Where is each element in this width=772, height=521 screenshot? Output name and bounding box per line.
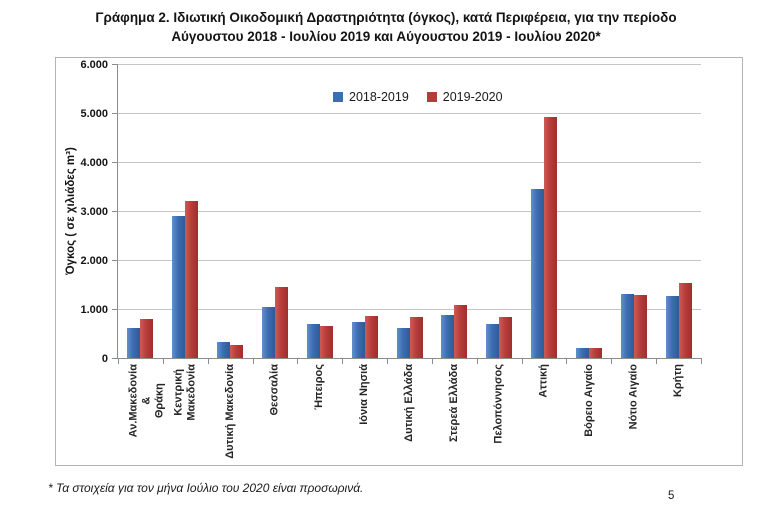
legend: 2018-2019 2019-2020 <box>333 90 503 104</box>
y-tick-label: 2.000 <box>80 255 108 267</box>
bar-2018-2019-Θεσσαλία <box>261 307 275 358</box>
bar-2019-2020-Πελοπόννησος <box>499 317 513 358</box>
category-tick <box>118 359 119 364</box>
chart-title: Γράφημα 2. Ιδιωτική Οικοδομική Δραστηριό… <box>0 8 772 46</box>
bar-2018-2019-Δυτική Ελλάδα <box>396 328 410 358</box>
x-category-label: Δυτική Ελλάδα <box>403 364 415 442</box>
x-category-label: Δυτική Μακεδονία <box>223 364 236 459</box>
chart-title-line1: Γράφημα 2. Ιδιωτική Οικοδομική Δραστηριό… <box>95 10 677 25</box>
bar-2019-2020-Κρήτη <box>678 283 692 358</box>
category-tick <box>521 359 523 364</box>
y-axis-tick <box>112 162 117 163</box>
y-tick-label: 6.000 <box>80 59 108 71</box>
x-category-label: Κεντρική Μακεδονία <box>172 364 198 421</box>
gridline <box>118 162 701 163</box>
x-category-label: Βόρειο Αιγαίο <box>582 364 595 437</box>
y-axis-line <box>117 64 118 359</box>
plot-area: 0 1.000 2.000 3.000 4.000 5.000 6.000 Αν.Μακεδο… <box>80 59 702 459</box>
bar-2018-2019-Πελοπόννησος <box>486 323 500 358</box>
page-number: 5 <box>668 490 675 502</box>
bar-2019-2020-Δυτική Μακεδονία <box>230 345 244 358</box>
bar-2018-2019-Βόρειο Αιγαίο <box>575 348 589 358</box>
x-category-label: Αττική <box>537 364 550 398</box>
category-tick <box>162 359 164 364</box>
y-tick-label: 5.000 <box>80 108 108 120</box>
legend-label-2018-2019: 2018-2019 <box>349 90 409 104</box>
bar-2019-2020-Αν.Μακεδονία & Θράκη <box>140 318 154 358</box>
bar-2019-2020-Ιόνια Νησιά <box>364 315 378 358</box>
legend-swatch-red <box>426 92 437 102</box>
category-tick <box>566 359 568 364</box>
x-category-label: Αν.Μακεδονία & Θράκη <box>127 364 166 438</box>
bar-2018-2019-Αν.Μακεδονία & Θράκη <box>127 327 141 358</box>
y-tick-label: 0 <box>101 353 108 365</box>
bar-2018-2019-Κεντρική Μακεδονία <box>172 215 186 358</box>
y-tick-label: 3.000 <box>80 206 108 218</box>
x-category-label: Κρήτη <box>672 364 685 398</box>
category-tick <box>611 359 613 364</box>
bar-2019-2020-Αττική <box>544 116 558 358</box>
bar-2019-2020-Βόρειο Αιγαίο <box>588 348 602 358</box>
y-axis-tick <box>112 309 117 310</box>
x-axis-line <box>117 358 702 359</box>
bar-2018-2019-Ιόνια Νησιά <box>351 321 365 358</box>
category-tick <box>297 359 299 364</box>
legend-label-2019-2020: 2019-2020 <box>442 90 503 104</box>
category-tick <box>431 359 433 364</box>
y-axis-tick <box>112 211 117 212</box>
bar-2018-2019-Ήπειρος <box>306 323 320 358</box>
category-tick <box>656 359 658 364</box>
category-tick <box>342 359 344 364</box>
y-axis-tick <box>112 64 117 65</box>
x-category-label: Στερεά Ελλάδα <box>447 364 460 443</box>
category-tick <box>387 359 389 364</box>
gridline <box>118 113 701 114</box>
x-category-label: Ήπειρος <box>313 364 326 410</box>
category-tick <box>207 359 209 364</box>
y-tick-label: 1.000 <box>80 304 108 316</box>
category-tick <box>252 359 254 364</box>
gridline <box>118 64 701 65</box>
bar-2019-2020-Κεντρική Μακεδονία <box>185 201 199 358</box>
bar-2018-2019-Κρήτη <box>665 295 679 358</box>
bar-2019-2020-Ήπειρος <box>319 325 333 358</box>
gridline <box>118 309 701 310</box>
bar-2019-2020-Δυτική Ελλάδα <box>409 317 423 358</box>
bar-2018-2019-Δυτική Μακεδονία <box>217 342 231 358</box>
x-category-label: Νότιο Αιγαίο <box>627 364 640 430</box>
bar-2019-2020-Νότιο Αιγαίο <box>633 294 647 358</box>
bar-2019-2020-Στερεά Ελλάδα <box>454 305 468 358</box>
gridline <box>118 260 701 261</box>
bar-2018-2019-Αττική <box>531 188 545 358</box>
y-tick-label: 4.000 <box>80 157 108 169</box>
category-tick <box>476 359 478 364</box>
legend-item-2018-2019: 2018-2019 <box>333 90 409 104</box>
bar-2018-2019-Νότιο Αιγαίο <box>620 293 634 358</box>
y-axis-tick <box>112 260 117 261</box>
gridline <box>118 211 701 212</box>
x-category-label: Θεσσαλία <box>268 364 281 416</box>
footnote: * Τα στοιχεία για τον μήνα Ιούλιο του 20… <box>48 481 364 495</box>
x-category-label: Ιόνια Νησιά <box>358 364 371 425</box>
legend-item-2019-2020: 2019-2020 <box>426 90 503 104</box>
chart-box: 2018-2019 2019-2020 Όγκος ( σε χιλιάδες … <box>55 57 743 466</box>
x-category-label: Πελοπόννησος <box>492 364 505 444</box>
legend-swatch-blue <box>333 92 343 102</box>
y-axis-tick <box>112 358 117 359</box>
bar-2019-2020-Θεσσαλία <box>274 286 288 358</box>
bar-2018-2019-Στερεά Ελλάδα <box>441 314 455 358</box>
chart-title-line2: Αύγουστου 2018 - Ιουλίου 2019 και Αύγουσ… <box>171 29 601 44</box>
y-axis-tick <box>112 113 117 114</box>
category-tick <box>701 359 702 364</box>
